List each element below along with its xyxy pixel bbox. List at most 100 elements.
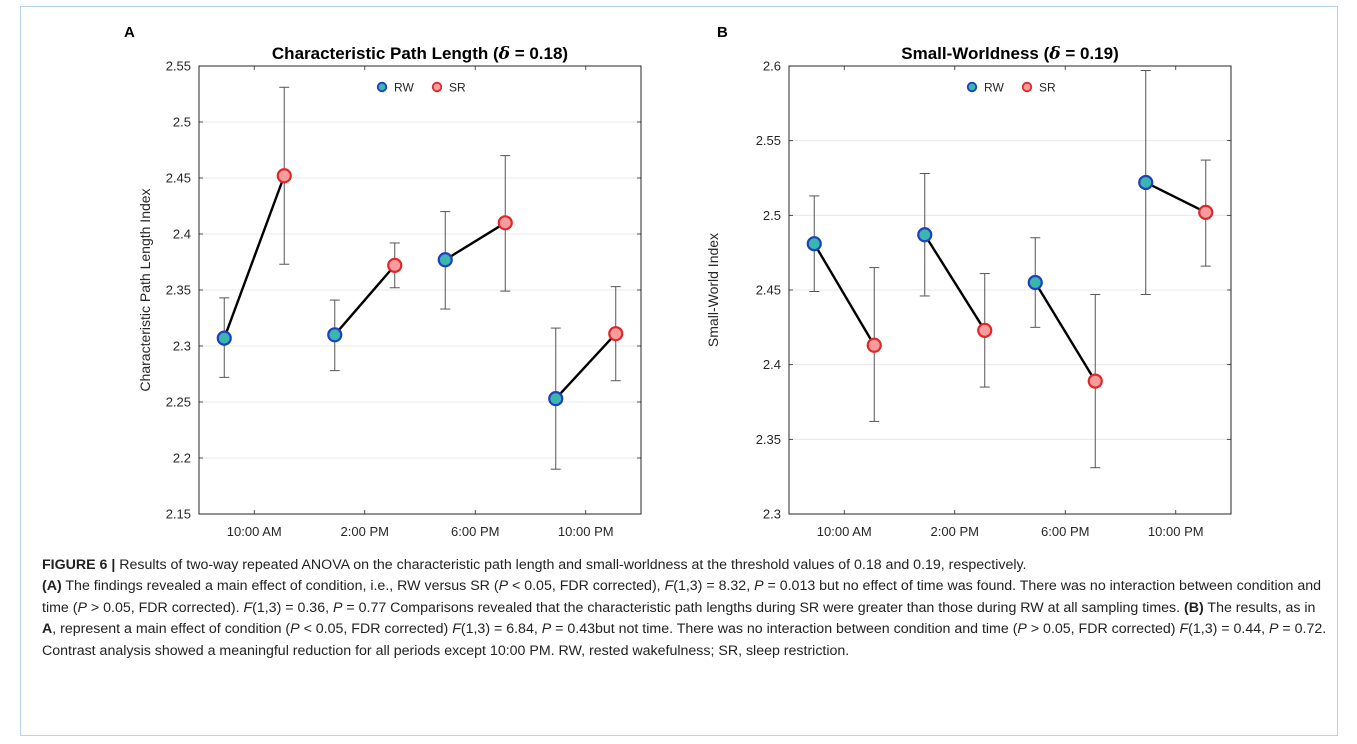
caption-text: = 0.77 Comparisons revealed that the cha…: [342, 599, 1185, 616]
y-tick-label: 2.45: [756, 283, 781, 298]
chart-title-text: Characteristic Path Length (: [272, 44, 499, 63]
data-point-sr: [977, 322, 993, 338]
legend-marker-rw: [966, 81, 978, 93]
caption-stat-symbol: P: [1017, 621, 1027, 638]
x-tick-label: 2:00 PM: [341, 524, 389, 539]
connector-line: [923, 234, 986, 331]
chart-title-text: = 0.18): [510, 44, 568, 63]
caption-panel-b-label: (B): [1184, 599, 1204, 616]
y-tick-label: 2.15: [166, 507, 191, 522]
panel-label: A: [124, 24, 135, 41]
figure-label: FIGURE 6 |: [42, 557, 116, 573]
legend-marker-rw: [376, 81, 388, 93]
data-point-rw: [1027, 274, 1043, 291]
x-tick-label: 6:00 PM: [1041, 524, 1089, 539]
caption-stat-symbol: P: [498, 578, 509, 595]
y-axis-label: Characteristic Path Length Index: [137, 188, 153, 391]
y-tick-label: 2.3: [763, 507, 781, 522]
caption-stat-symbol: P: [77, 599, 87, 616]
plot-area-frame: [788, 65, 1232, 515]
figure-caption: FIGURE 6 | Results of two-way repeated A…: [42, 555, 1327, 662]
x-tick-label: 10:00 AM: [817, 524, 872, 539]
caption-text: The findings revealed a main effect of c…: [61, 578, 499, 595]
connector-line: [223, 175, 286, 339]
data-point-rw: [917, 227, 933, 243]
connector-line: [554, 332, 617, 400]
caption-stat-symbol: P: [290, 621, 300, 638]
caption-text: = 0.43but not time. There was no interac…: [551, 621, 1018, 638]
y-tick-label: 2.35: [166, 283, 191, 298]
chart-panel-b: B Small-Worldness (δ = 0.19) 2.3 2.35 2.4 2.4…: [705, 24, 1232, 539]
figure-frame: [20, 6, 1338, 736]
caption-text: > 0.05, FDR corrected).: [86, 599, 244, 616]
y-tick-label: 2.25: [166, 395, 191, 410]
y-tick-label: 2.4: [763, 357, 781, 372]
y-tick-label: 2.6: [763, 59, 781, 74]
caption-text: The results, as in: [1203, 599, 1316, 616]
data-point-rw: [327, 327, 343, 343]
caption-lead: Results of two-way repeated ANOVA on the…: [115, 557, 1027, 573]
legend-marker-sr: [431, 81, 443, 93]
legend-label-rw: RW: [394, 80, 414, 94]
chart-title: Characteristic Path Length (δ = 0.18): [272, 44, 568, 64]
legend-label-rw: RW: [984, 80, 1004, 94]
caption-stat-symbol: P: [1268, 621, 1279, 638]
y-axis-label: Small-World Index: [705, 233, 721, 347]
data-point-rw: [437, 252, 453, 268]
y-tick-label: 2.5: [763, 208, 781, 223]
x-tick-label: 10:00 PM: [1148, 524, 1204, 539]
data-point-sr: [866, 337, 882, 353]
caption-text: (1,3) = 8.32,: [673, 578, 755, 595]
plot-area-frame: [198, 65, 642, 515]
y-tick-label: 2.35: [756, 432, 781, 447]
legend-label-sr: SR: [1039, 80, 1056, 94]
caption-panel-ref: A: [42, 621, 53, 638]
caption-stat-symbol: P: [541, 621, 552, 638]
x-tick-label: 10:00 PM: [558, 524, 614, 539]
caption-stat-symbol: P: [332, 599, 343, 616]
caption-stat-symbol: F: [243, 599, 253, 616]
caption-text: > 0.05, FDR corrected): [1026, 621, 1180, 638]
connector-line: [333, 264, 396, 336]
connector-line: [444, 221, 506, 261]
x-tick-label: 6:00 PM: [451, 524, 499, 539]
data-point-rw: [806, 236, 822, 252]
chart-title-symbol: δ: [1048, 44, 1060, 64]
caption-text: (1,3) = 0.44,: [1188, 621, 1269, 638]
data-point-sr: [497, 215, 513, 231]
data-point-sr: [1087, 373, 1103, 389]
y-tick-label: 2.45: [166, 171, 191, 186]
data-point-sr: [1198, 204, 1214, 220]
data-point-rw: [548, 391, 564, 407]
data-point-sr: [276, 168, 292, 184]
chart-title-text: Small-Worldness (: [901, 44, 1049, 63]
connector-line: [813, 243, 876, 346]
chart-panel-a: A Characteristic Path Length (δ = 0.18) 2.…: [124, 24, 642, 539]
connector-line: [1145, 181, 1207, 214]
chart-title-symbol: δ: [498, 44, 510, 64]
y-tick-label: 2.5: [173, 115, 191, 130]
y-tick-label: 2.55: [166, 59, 191, 74]
caption-text: (1,3) = 6.84,: [460, 621, 542, 638]
connector-line: [1034, 281, 1097, 382]
caption-stat-symbol: F: [664, 578, 674, 595]
legend-label-sr: SR: [449, 80, 466, 94]
y-tick-label: 2.2: [173, 451, 191, 466]
caption-text: (1,3) = 0.36,: [252, 599, 333, 616]
caption-stat-symbol: F: [1179, 621, 1189, 638]
caption-text: = 0.013 but no effect of time was found.…: [42, 578, 1322, 616]
data-point-rw: [1138, 174, 1154, 191]
x-tick-label: 2:00 PM: [931, 524, 979, 539]
data-point-rw: [216, 330, 232, 346]
caption-panel-a-label: (A): [42, 578, 62, 595]
legend-marker-sr: [1021, 81, 1033, 93]
x-tick-label: 10:00 AM: [227, 524, 282, 539]
caption-text: = 0.72. Contrast analysis showed a meani…: [42, 621, 1327, 659]
chart-title: Small-Worldness (δ = 0.19): [901, 44, 1118, 64]
y-tick-label: 2.3: [173, 339, 191, 354]
chart-title-text: = 0.19): [1061, 44, 1119, 63]
panel-label: B: [717, 24, 728, 41]
caption-stat-symbol: P: [754, 578, 764, 595]
caption-text: < 0.05, FDR corrected): [299, 621, 453, 638]
